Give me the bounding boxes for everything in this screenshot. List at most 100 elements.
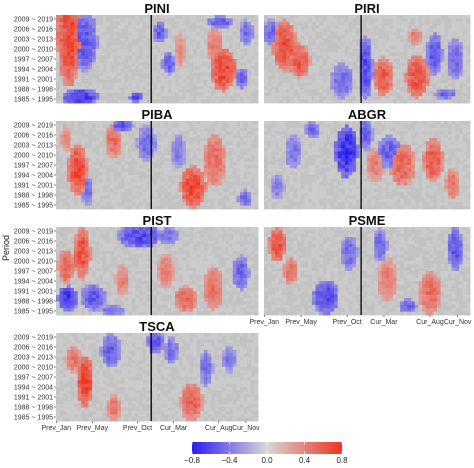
- heatmap-cell: [389, 62, 394, 67]
- heatmap-cell: [239, 28, 244, 33]
- heatmap-cell: [66, 161, 71, 166]
- heatmap-cell: [352, 42, 357, 46]
- heatmap-cell: [135, 35, 140, 40]
- heatmap-cell: [182, 38, 187, 43]
- heatmap-cell: [367, 48, 372, 53]
- heatmap-cell: [247, 175, 252, 179]
- heatmap-cell: [218, 86, 223, 90]
- heatmap-cell: [214, 31, 219, 36]
- heatmap-cell: [167, 192, 172, 196]
- heatmap-cell: [374, 48, 379, 53]
- heatmap-cell: [128, 15, 133, 19]
- heatmap-cell: [189, 185, 194, 190]
- heatmap-cell: [196, 42, 201, 46]
- heatmap-cell: [77, 137, 82, 142]
- heatmap-cell: [92, 185, 97, 190]
- heatmap-cell: [128, 158, 133, 163]
- heatmap-cell: [211, 151, 216, 156]
- heatmap-cell: [363, 25, 368, 29]
- heatmap-cell: [236, 151, 241, 156]
- heatmap-cell: [124, 18, 129, 23]
- heatmap-cell: [113, 161, 118, 166]
- heatmap-cell: [247, 86, 252, 90]
- heatmap-cell: [355, 137, 361, 142]
- heatmap-cell: [254, 154, 259, 159]
- heatmap-cell: [175, 148, 180, 152]
- heatmap-cell: [81, 181, 86, 186]
- heatmap-cell: [229, 45, 234, 50]
- heatmap-cell: [403, 21, 408, 26]
- heatmap-cell: [211, 165, 216, 169]
- heatmap-cell: [211, 75, 216, 80]
- heatmap-cell: [289, 134, 294, 139]
- heatmap-cell: [239, 144, 244, 149]
- heatmap-cell: [178, 89, 183, 94]
- heatmap-cell: [113, 25, 118, 29]
- heatmap-cell: [229, 48, 234, 53]
- heatmap-cell: [229, 161, 234, 166]
- heatmap-cell: [189, 171, 194, 176]
- heatmap-cell: [311, 72, 316, 77]
- heatmap-cell: [367, 131, 372, 135]
- heatmap-cell: [433, 148, 438, 152]
- heatmap-cell: [189, 28, 194, 33]
- heatmap-cell: [221, 185, 226, 190]
- heatmap-cell: [59, 134, 64, 139]
- heatmap-cell: [374, 59, 379, 63]
- heatmap-cell: [229, 82, 234, 87]
- heatmap-cell: [289, 82, 294, 87]
- heatmap-cell: [378, 124, 383, 129]
- heatmap-cell: [218, 45, 223, 50]
- heatmap-cell: [102, 134, 107, 139]
- heatmap-cell: [411, 72, 416, 77]
- heatmap-cell: [250, 154, 255, 159]
- heatmap-cell: [407, 134, 412, 139]
- heatmap-cell: [370, 151, 375, 156]
- heatmap-cell: [66, 141, 71, 146]
- heatmap-cell: [282, 21, 287, 26]
- heatmap-cell: [455, 124, 460, 129]
- heatmap-cell: [348, 92, 353, 97]
- heatmap-cell: [120, 75, 125, 80]
- heatmap-cell: [392, 79, 397, 84]
- heatmap-cell: [267, 18, 272, 23]
- heatmap-cell: [185, 92, 190, 97]
- heatmap-cell: [271, 62, 276, 67]
- heatmap-cell: [254, 124, 259, 129]
- heatmap-cell: [333, 99, 338, 104]
- heatmap-cell: [131, 165, 136, 169]
- heatmap-cell: [88, 124, 93, 129]
- heatmap-cell: [185, 99, 190, 104]
- heatmap-cell: [433, 79, 438, 84]
- heatmap-cell: [396, 141, 401, 146]
- heatmap-cell: [106, 205, 111, 210]
- heatmap-cell: [120, 131, 125, 135]
- heatmap-cell: [403, 137, 408, 142]
- heatmap-cell: [297, 154, 302, 159]
- heatmap-cell: [348, 21, 353, 26]
- heatmap-cell: [385, 89, 390, 94]
- heatmap-cell: [70, 124, 75, 129]
- heatmap-cell: [211, 52, 216, 57]
- heatmap-cell: [77, 181, 82, 186]
- heatmap-cell: [207, 158, 212, 163]
- heatmap-cell: [99, 59, 104, 63]
- heatmap-cell: [239, 25, 244, 29]
- heatmap-cell: [106, 48, 111, 53]
- heatmap-cell: [171, 89, 176, 94]
- heatmap-cell: [225, 131, 230, 135]
- heatmap-cell: [341, 127, 346, 132]
- heatmap-cell: [66, 45, 71, 50]
- heatmap-cell: [84, 21, 89, 26]
- heatmap-cell: [311, 124, 316, 129]
- heatmap-cell: [193, 121, 198, 125]
- heatmap-cell: [77, 134, 82, 139]
- heatmap-cell: [267, 38, 272, 43]
- heatmap-cell: [56, 195, 61, 200]
- heatmap-cell: [171, 144, 176, 149]
- heatmap-cell: [66, 15, 71, 19]
- heatmap-cell: [95, 124, 100, 129]
- heatmap-cell: [229, 171, 234, 176]
- heatmap-cell: [330, 148, 335, 152]
- heatmap-cell: [447, 148, 453, 152]
